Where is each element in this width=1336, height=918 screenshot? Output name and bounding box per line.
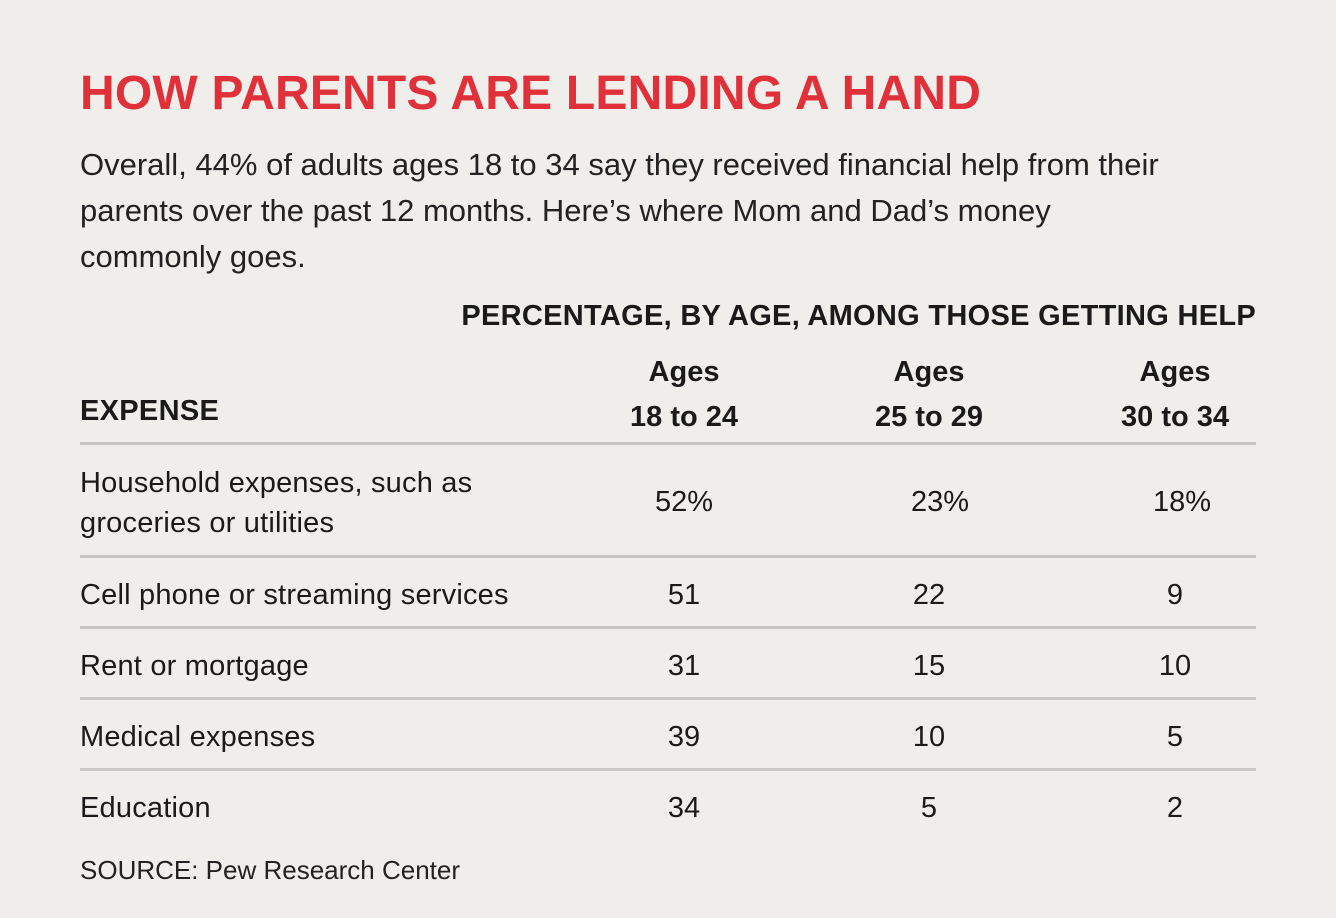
- column-header-line: Ages: [1139, 356, 1211, 388]
- row-divider: [80, 626, 1256, 629]
- table-cell: 10: [1158, 650, 1192, 682]
- table-cell: 15: [912, 650, 946, 682]
- row-label-rent: Rent or mortgage: [80, 650, 309, 682]
- column-header-ages-18-24: Ages 18 to 24: [574, 350, 794, 440]
- table-cell: 52%: [654, 486, 714, 518]
- row-label-medical: Medical expenses: [80, 721, 316, 753]
- table-cell: 2: [1166, 792, 1184, 824]
- column-header-line: 30 to 34: [1121, 401, 1229, 433]
- column-header-line: 18 to 24: [630, 401, 738, 433]
- row-divider: [80, 697, 1256, 700]
- chart-subtitle: Overall, 44% of adults ages 18 to 34 say…: [80, 147, 1159, 274]
- row-label-education: Education: [80, 792, 211, 824]
- table-cell: 5: [920, 792, 938, 824]
- table-cell: 23%: [910, 486, 970, 518]
- table-cell: 10: [912, 721, 946, 753]
- row-divider: [80, 555, 1256, 558]
- table-cell: 18%: [1152, 486, 1212, 518]
- row-divider: [80, 768, 1256, 771]
- column-header-line: Ages: [893, 356, 965, 388]
- column-header-ages-25-29: Ages 25 to 29: [819, 350, 1039, 440]
- header-divider: [80, 442, 1256, 445]
- chart-title: HOW PARENTS ARE LENDING A HAND: [80, 67, 982, 120]
- column-header-line: Ages: [648, 356, 720, 388]
- table-cell: 9: [1166, 579, 1184, 611]
- column-header-line: 25 to 29: [875, 401, 983, 433]
- table-heading: PERCENTAGE, BY AGE, AMONG THOSE GETTING …: [461, 300, 1256, 332]
- source-note: SOURCE: Pew Research Center: [80, 855, 461, 885]
- column-header-expense: EXPENSE: [80, 395, 220, 427]
- row-label-cell-phone: Cell phone or streaming services: [80, 579, 509, 611]
- table-cell: 51: [667, 579, 701, 611]
- table-cell: 31: [667, 650, 701, 682]
- table-cell: 34: [667, 792, 701, 824]
- row-label-household: Household expenses, such as groceries or…: [80, 467, 473, 539]
- column-header-ages-30-34: Ages 30 to 34: [1065, 350, 1285, 440]
- table-cell: 22: [912, 579, 946, 611]
- table-cell: 5: [1166, 721, 1184, 753]
- table-cell: 39: [667, 721, 701, 753]
